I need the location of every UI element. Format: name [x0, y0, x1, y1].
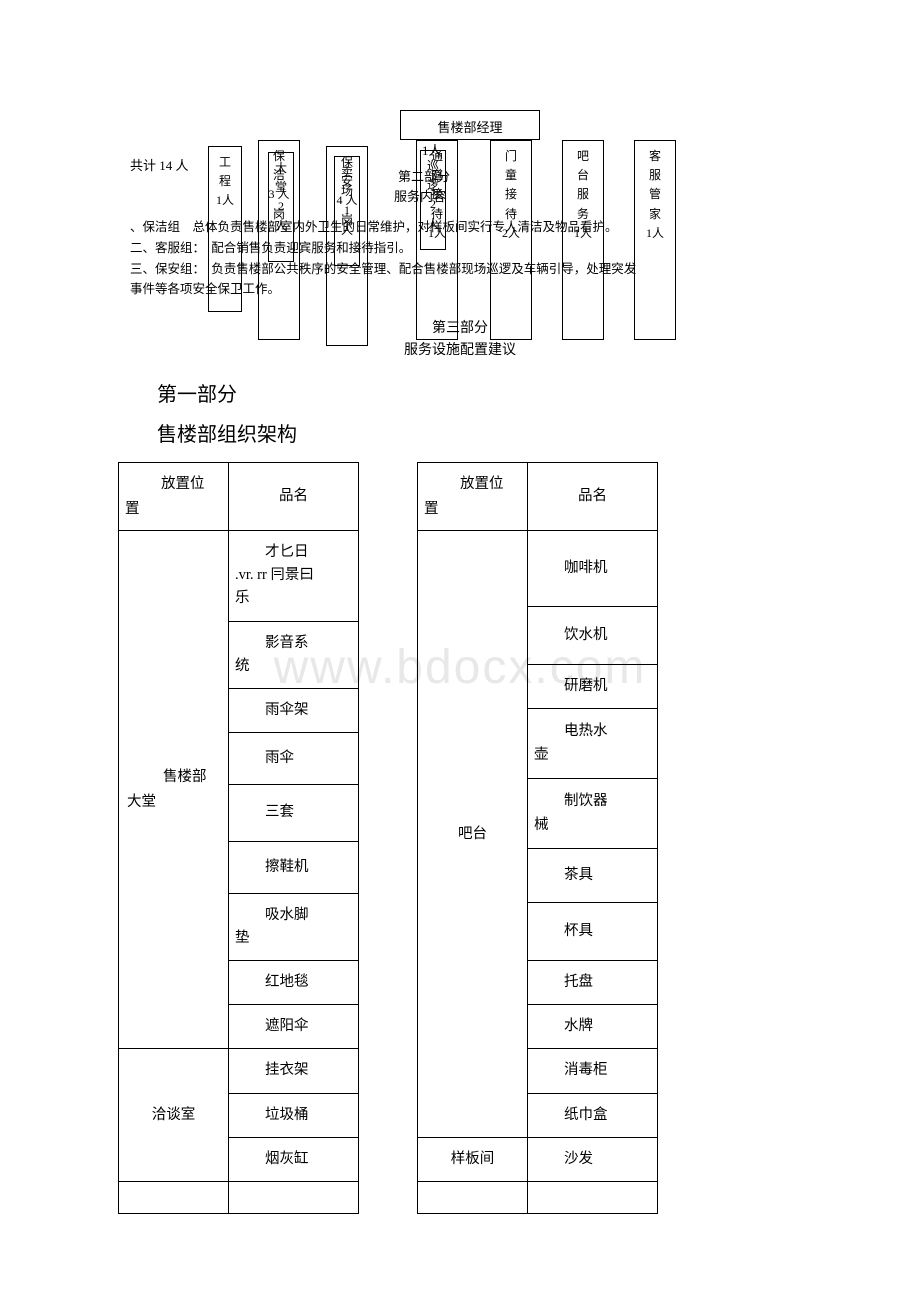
table-row-empty	[119, 1182, 359, 1214]
item-cell: 烟灰缸	[229, 1137, 359, 1181]
left-table: 放置位 置 品名 售楼部 大堂 才匕日 .vr. rr 冃景曰 乐	[118, 462, 359, 1214]
item-cell: 杯具	[528, 903, 658, 961]
header-item: 品名	[528, 463, 658, 531]
location-cell-bar: 吧台	[418, 531, 528, 1138]
item-cell: 挂衣架	[229, 1049, 359, 1093]
item-cell: 电热水 壶	[528, 709, 658, 779]
item-cell: 才匕日 .vr. rr 冃景曰 乐	[229, 531, 359, 622]
item-cell: 茶具	[528, 848, 658, 902]
item-cell: 托盘	[528, 961, 658, 1005]
desc-line-4: 事件等各项安全保卫工作。	[130, 280, 790, 299]
item-cell: 吸水脚 垫	[229, 893, 359, 960]
location-cell-sample: 样板间	[418, 1137, 528, 1181]
desc-line-2: 二、客服组： 配合销售负责迎宾服务和接待指引。	[130, 239, 790, 258]
item-cell: 影音系 统	[229, 621, 359, 688]
item-cell: 垃圾桶	[229, 1093, 359, 1137]
item-cell: 擦鞋机	[229, 841, 359, 893]
header-location: 放置位 置	[418, 463, 528, 531]
table-row: 吧台 咖啡机	[418, 531, 658, 607]
part1-heading: 第一部分	[157, 378, 237, 407]
location-cell-meeting: 洽谈室	[119, 1049, 229, 1182]
item-cell: 研磨机	[528, 665, 658, 709]
header-location: 放置位 置	[119, 463, 229, 531]
org-overlay-1: 第二部分	[398, 166, 450, 185]
part3-title: 第三部分 服务设施配置建议	[0, 318, 920, 363]
item-cell: 遮阳伞	[229, 1005, 359, 1049]
table-row: 售楼部 大堂 才匕日 .vr. rr 冃景曰 乐	[119, 531, 359, 622]
org-overlay-0: 1人	[422, 140, 442, 159]
part3-line2: 服务设施配置建议	[0, 340, 920, 362]
item-cell: 纸巾盒	[528, 1093, 658, 1137]
org-overlay-2: 服务内容	[394, 186, 446, 205]
item-cell: 沙发	[528, 1137, 658, 1181]
desc-line-1: 、保洁组 总体负责售楼部室内外卫生的日常维护，对样板间实行专人清洁及物品看护。	[130, 218, 790, 237]
location-cell-lobby: 售楼部 大堂	[119, 531, 229, 1049]
item-cell: 雨伞架	[229, 688, 359, 732]
part1-subheading: 售楼部组织架构	[157, 418, 297, 447]
table-row-empty	[418, 1182, 658, 1214]
table-header-row: 放置位 置 品名	[119, 463, 359, 531]
desc-line-3: 三、保安组： 负责售楼部公共秩序的安全管理、配合售楼部现场巡逻及车辆引导，处理突…	[130, 260, 790, 279]
tables-container: 放置位 置 品名 售楼部 大堂 才匕日 .vr. rr 冃景曰 乐	[118, 462, 802, 1214]
table-row: 洽谈室 挂衣架	[119, 1049, 359, 1093]
total-count: 共计 14 人	[130, 155, 189, 174]
item-cell: 三套	[229, 785, 359, 841]
item-cell: 制饮器 械	[528, 779, 658, 849]
item-cell: 红地毯	[229, 961, 359, 1005]
item-cell: 水牌	[528, 1005, 658, 1049]
description-block: 、保洁组 总体负责售楼部室内外卫生的日常维护，对样板间实行专人清洁及物品看护。 …	[130, 218, 790, 301]
item-cell: 消毒柜	[528, 1049, 658, 1093]
table-header-row: 放置位 置 品名	[418, 463, 658, 531]
org-top-box: 售楼部经理	[400, 110, 540, 140]
item-cell: 雨伞	[229, 733, 359, 785]
right-table: 放置位 置 品名 吧台 咖啡机 饮水机 研磨机 电热水 壶	[417, 462, 658, 1214]
header-item: 品名	[229, 463, 359, 531]
item-cell: 咖啡机	[528, 531, 658, 607]
item-cell: 饮水机	[528, 607, 658, 665]
part3-line1: 第三部分	[0, 318, 920, 340]
table-row: 样板间 沙发	[418, 1137, 658, 1181]
